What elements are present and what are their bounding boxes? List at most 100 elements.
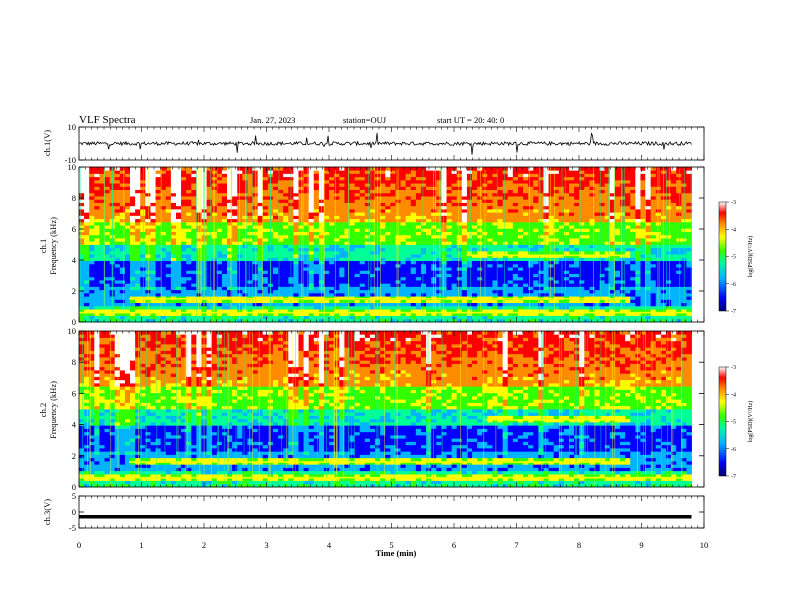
spectrogram-cell bbox=[79, 170, 85, 174]
spectrogram-cell bbox=[130, 241, 136, 245]
spectrogram-cell bbox=[548, 276, 555, 281]
spectrogram-cell bbox=[313, 273, 320, 278]
spectrogram-cell bbox=[400, 280, 407, 284]
spectrogram-cell bbox=[528, 289, 534, 294]
spectrogram-cell bbox=[415, 218, 422, 223]
spectrogram-cell bbox=[426, 221, 432, 226]
spectrogram-cell bbox=[390, 202, 396, 207]
spectrogram-cell bbox=[170, 189, 177, 194]
spectrogram-cell bbox=[487, 192, 493, 197]
spectrogram-cell bbox=[492, 218, 498, 223]
spectrogram-cell bbox=[227, 267, 233, 271]
spectrogram-cell bbox=[364, 208, 371, 213]
spectrogram-cell bbox=[364, 318, 371, 323]
spectrogram-cell bbox=[451, 305, 458, 310]
spectrogram-cell bbox=[492, 257, 498, 262]
spectrogram-cell bbox=[472, 199, 478, 203]
spectrogram-cell bbox=[308, 260, 315, 265]
spectrogram-cell bbox=[339, 267, 345, 271]
spectrogram-cell bbox=[431, 202, 437, 207]
spectrogram-cell bbox=[431, 183, 437, 187]
spectrogram-cell bbox=[400, 231, 407, 236]
spectrogram-cell bbox=[160, 312, 167, 316]
spectrogram-cell bbox=[528, 270, 534, 274]
spectrogram-cell bbox=[344, 318, 350, 323]
spectrogram-cell bbox=[252, 312, 259, 316]
spectrogram-cell bbox=[160, 234, 167, 239]
spectrogram-cell bbox=[431, 196, 437, 200]
spectrogram-cell bbox=[375, 289, 381, 294]
spectrogram-cell bbox=[181, 286, 187, 291]
spectrogram-cell bbox=[308, 247, 315, 252]
spectrogram-cell bbox=[130, 318, 136, 323]
spectrogram-cell bbox=[446, 179, 452, 184]
spectrogram-cell bbox=[451, 176, 458, 181]
spectrogram-cell bbox=[339, 234, 345, 239]
spectrogram-cell bbox=[84, 234, 90, 239]
spectrogram-cell bbox=[262, 315, 269, 320]
spectrogram-cell bbox=[487, 283, 493, 287]
spectrogram-cell bbox=[369, 186, 376, 191]
spectrogram-cell bbox=[99, 289, 105, 294]
spectrogram-cell bbox=[114, 225, 121, 229]
spectrogram-cell bbox=[558, 183, 565, 187]
spectrogram-cell bbox=[186, 270, 192, 274]
spectrogram-cell bbox=[247, 250, 253, 255]
spectrogram-cell bbox=[155, 205, 162, 210]
spectrogram-cell bbox=[456, 205, 463, 210]
spectrogram-cell bbox=[375, 260, 381, 265]
spectrogram-cell bbox=[221, 302, 228, 307]
spectrogram-cell bbox=[492, 173, 498, 178]
spectrogram-cell bbox=[502, 225, 509, 229]
spectrogram-cell bbox=[375, 312, 381, 316]
spectrogram-cell bbox=[99, 202, 105, 207]
spectrogram-cell bbox=[104, 289, 111, 294]
spectrogram-cell bbox=[436, 309, 442, 313]
spectrogram-cell bbox=[324, 199, 330, 203]
spectrogram-cell bbox=[247, 212, 253, 216]
spectrogram-cell bbox=[349, 183, 356, 187]
spectrogram-cell bbox=[257, 179, 264, 184]
spectrogram-cell bbox=[324, 186, 330, 191]
spectrogram-cell bbox=[574, 309, 580, 313]
spectrogram-cell bbox=[451, 273, 458, 278]
spectrogram-cell bbox=[390, 208, 396, 213]
spectrogram-cell bbox=[538, 302, 544, 307]
spectrogram-cell bbox=[359, 289, 366, 294]
spectrogram-cell bbox=[579, 189, 585, 194]
spectrogram-cell bbox=[528, 208, 534, 213]
spectrogram-cell bbox=[334, 228, 340, 232]
spectrogram-cell bbox=[344, 179, 350, 184]
spectrogram-cell bbox=[451, 215, 458, 220]
spectrogram-cell bbox=[446, 196, 452, 200]
spectrogram-cell bbox=[339, 192, 345, 197]
spectrogram-cell bbox=[135, 238, 141, 242]
spectrogram-cell bbox=[456, 234, 463, 239]
spectrogram-cell bbox=[181, 299, 187, 304]
spectrogram-cell bbox=[420, 215, 427, 220]
spectrogram-cell bbox=[334, 212, 340, 216]
spectrogram-cell bbox=[579, 179, 585, 184]
spectrogram-cell bbox=[349, 276, 356, 281]
spectrogram-cell bbox=[507, 176, 514, 181]
spectrogram-cell bbox=[272, 231, 279, 236]
spectrogram-cell bbox=[79, 176, 85, 181]
spectrogram-cell bbox=[232, 212, 238, 216]
spectrogram-cell bbox=[538, 318, 544, 323]
spectrogram-cell bbox=[375, 280, 381, 284]
spectrogram-cell bbox=[528, 315, 534, 320]
spectrogram-cell bbox=[553, 315, 560, 320]
spectrogram-cell bbox=[206, 183, 213, 187]
spectrogram-cell bbox=[405, 267, 412, 271]
spectrogram-cell bbox=[262, 273, 269, 278]
spectrogram-cell bbox=[420, 212, 427, 216]
spectrogram-cell bbox=[415, 270, 422, 274]
spectrogram-cell bbox=[104, 234, 111, 239]
spectrogram-cell bbox=[130, 192, 136, 197]
spectrogram-cell bbox=[380, 231, 386, 236]
spectrogram-cell bbox=[523, 176, 529, 181]
spectrogram-cell bbox=[232, 305, 238, 310]
spectrogram-cell bbox=[441, 315, 447, 320]
spectrogram-cell bbox=[339, 183, 345, 187]
spectrogram-cell bbox=[298, 250, 304, 255]
